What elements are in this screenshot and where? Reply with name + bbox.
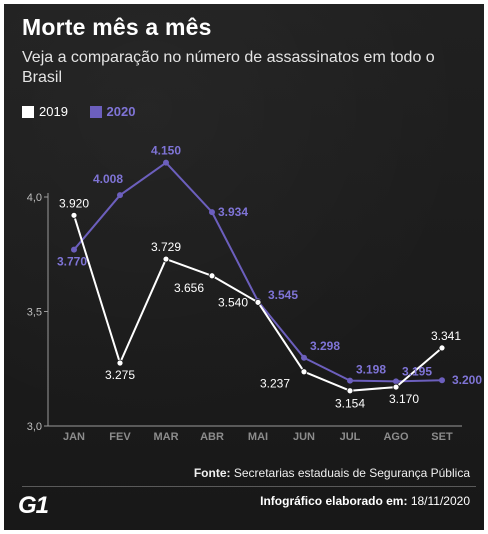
data-label-2019: 3.154 [335,397,365,411]
data-label-2019: 3.275 [105,368,135,382]
data-point-2019 [254,298,262,306]
data-label-2020: 3.195 [402,364,432,378]
data-point-2019 [70,211,78,219]
data-label-2019: 3.540 [218,295,248,309]
data-label-2019: 3.920 [59,196,89,210]
data-label-2019: 3.237 [260,377,290,391]
data-point-2020 [439,377,445,384]
data-point-2020 [393,378,399,385]
data-point-2019 [162,255,170,263]
data-label-2020: 4.150 [151,144,181,158]
x-tick-label: ABR [200,431,224,443]
legend-label-2020: 2020 [106,104,136,119]
source-text: Secretarias estaduais de Segurança Públi… [233,466,470,480]
data-point-2019 [300,368,308,376]
y-tick-label: 3,0 [27,421,42,433]
chart-subtitle: Veja a comparação no número de assassina… [22,49,435,86]
data-point-2019 [392,383,400,391]
data-label-2020: 3.545 [268,288,298,302]
data-point-2020 [163,159,169,166]
data-point-2020 [209,209,215,216]
x-tick-label: JUN [293,431,315,443]
credit-label: Infográfico elaborado em: [260,494,408,508]
x-tick-label: AGO [383,431,409,443]
data-label-2019: 3.656 [174,281,204,295]
data-point-2020 [347,377,353,384]
series-line-2020 [73,161,443,383]
source-label: Fonte: [193,466,231,480]
footer-divider [22,486,476,487]
data-label-2020: 3.934 [218,205,248,219]
legend-swatch-2019 [22,105,34,118]
data-point-2019 [346,387,354,395]
data-label-2019: 3.729 [151,240,181,254]
x-tick-label: FEV [109,431,131,443]
data-point-2019 [438,344,446,352]
legend-item-2020: 2020 [89,104,136,119]
x-tick-label: MAI [248,431,268,443]
data-point-2019 [208,272,216,280]
legend-swatch-2020 [89,105,102,118]
credit-date: 18/11/2020 [410,494,470,508]
x-tick-label: SET [431,431,453,443]
data-label-2020: 3.198 [356,363,386,377]
x-tick-label: MAR [153,431,178,443]
data-label-2020: 3.770 [57,255,87,269]
g1-logo: G1 [18,492,49,519]
y-tick-label: 3,5 [27,307,42,319]
data-label-2020: 3.200 [452,373,482,387]
data-label-2020: 4.008 [93,172,123,186]
credit-note: Infográfico elaborado em: 18/11/2020 [260,494,470,508]
chart-title: Morte mês a mês [22,14,212,40]
data-point-2020 [117,192,123,199]
x-tick-label: JUL [340,431,361,443]
line-chart: 3,0 3,5 4,0 JAN FEV MAR ABR MAI JUN JUL AGO SET 3.92… [27,144,483,443]
data-point-2019 [116,359,124,367]
data-point-2020 [71,246,77,253]
data-label-2019: 3.170 [389,392,419,406]
data-point-2020 [301,354,307,361]
x-tick-label: JAN [63,431,85,443]
data-label-2020: 3.298 [310,339,340,353]
legend-label-2019: 2019 [39,104,68,119]
legend-item-2019: 2019 [22,104,68,119]
legend: 2019 2020 [22,104,153,122]
y-tick-label: 4,0 [27,192,42,204]
data-label-2019: 3.341 [431,329,461,343]
source-note: Fonte: Secretarias estaduais de Seguranç… [194,466,470,480]
chart-card: Morte mês a mês Veja a comparação no núm… [4,4,484,530]
